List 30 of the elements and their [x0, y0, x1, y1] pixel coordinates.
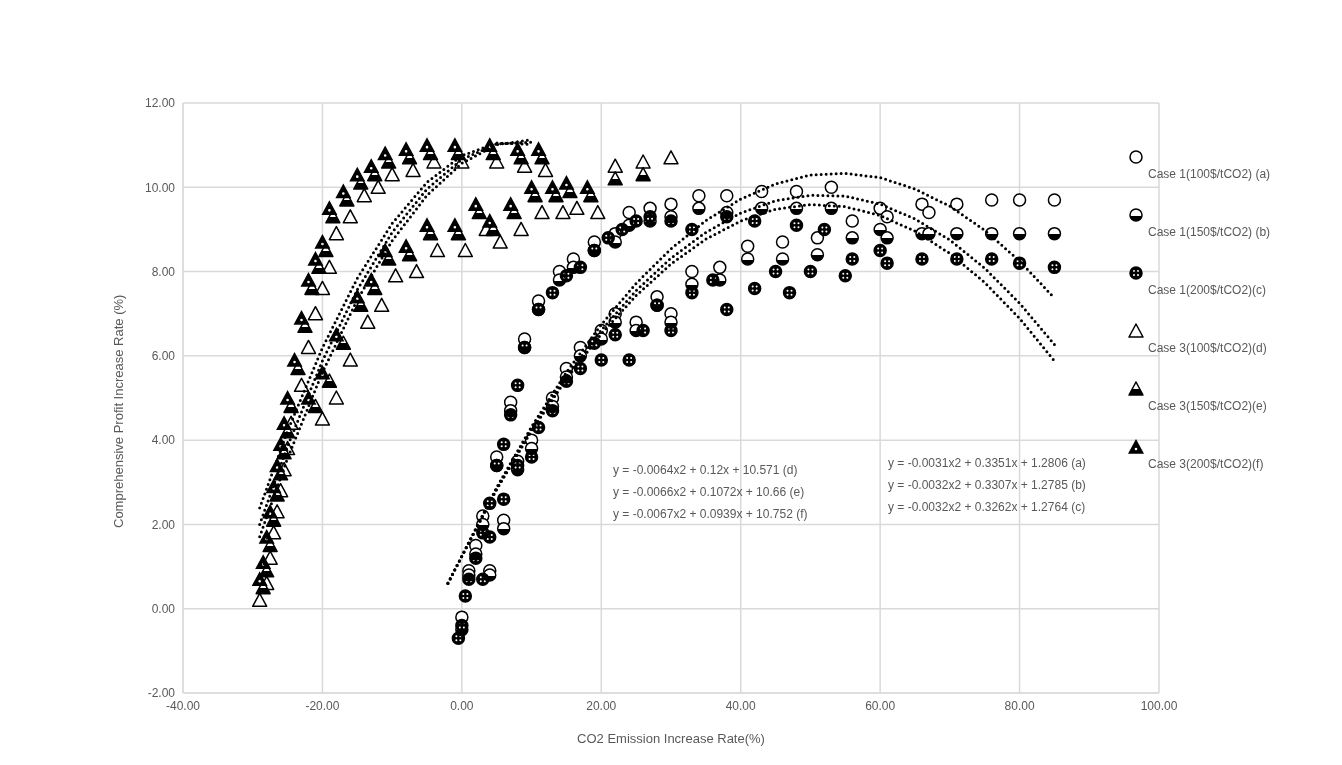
y-tick-label: 8.00 [151, 264, 176, 279]
y-tick-label: 4.00 [151, 433, 176, 448]
x-tick-label: 60.00 [865, 698, 896, 713]
x-tick-label: 40.00 [725, 698, 757, 713]
x-tick-label: 100.00 [1140, 698, 1178, 713]
x-tick-label: 20.00 [586, 698, 617, 713]
y-tick-label: 0.00 [151, 601, 176, 616]
annotation: y = -0.0031x2 + 0.3351x + 1.2806 (a) [888, 456, 1086, 470]
annotation: y = -0.0064x2 + 0.12x + 10.571 (d) [613, 463, 798, 477]
x-tick-label: 0.00 [450, 698, 474, 713]
legend-label: Case 1(100$/tCO2) (a) [1148, 167, 1271, 181]
y-tick-label: 6.00 [151, 349, 176, 364]
legend-label: Case 3(150$/tCO2)(e) [1148, 399, 1267, 413]
y-tick-label: -2.00 [147, 686, 176, 701]
annotation: y = -0.0032x2 + 0.3262x + 1.2764 (c) [888, 500, 1086, 514]
y-tick-label: 2.00 [151, 517, 176, 532]
y-tick-label: 12.00 [144, 96, 176, 111]
x-tick-label: -20.00 [305, 698, 340, 713]
x-axis-title: CO2 Emission Increase Rate(%) [577, 731, 765, 746]
legend-label: Case 1(200$/tCO2)(c) [1148, 283, 1267, 297]
annotation: y = -0.0032x2 + 0.3307x + 1.2785 (b) [888, 478, 1086, 492]
x-tick-label: 80.00 [1004, 698, 1035, 713]
legend-label: Case 3(200$/tCO2)(f) [1148, 457, 1264, 471]
y-axis-title: Comprehensive Profit Increase Rate (%) [110, 294, 126, 528]
legend-label: Case 1(150$/tCO2) (b) [1148, 225, 1271, 239]
x-tick-label: -40.00 [165, 698, 201, 713]
legend-label: Case 3(100$/tCO2)(d) [1148, 341, 1267, 355]
annotation: y = -0.0066x2 + 0.1072x + 10.66 (e) [613, 485, 805, 499]
annotation: y = -0.0067x2 + 0.0939x + 10.752 (f) [613, 507, 808, 521]
y-tick-label: 10.00 [144, 180, 176, 195]
